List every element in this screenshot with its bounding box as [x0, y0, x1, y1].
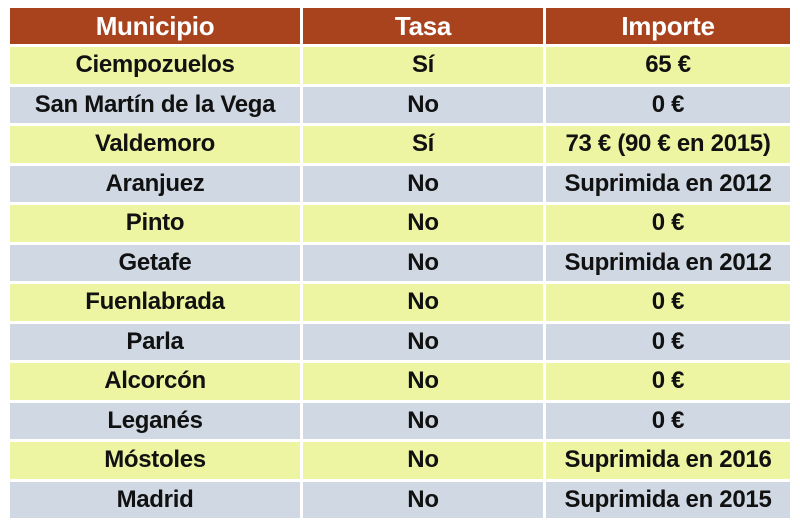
cell-municipio: Pinto — [10, 205, 300, 242]
cell-municipio: Fuenlabrada — [10, 284, 300, 321]
cell-tasa: No — [303, 165, 543, 202]
cell-tasa: No — [303, 363, 543, 400]
cell-importe: 0 € — [546, 86, 790, 123]
cell-importe: 0 € — [546, 323, 790, 360]
cell-tasa: No — [303, 205, 543, 242]
cell-tasa: No — [303, 323, 543, 360]
header-tasa: Tasa — [303, 8, 543, 44]
cell-municipio: Alcorcón — [10, 363, 300, 400]
cell-municipio: Getafe — [10, 244, 300, 281]
cell-importe: 0 € — [546, 205, 790, 242]
cell-municipio: Leganés — [10, 402, 300, 439]
cell-municipio: Valdemoro — [10, 126, 300, 163]
cell-municipio: Parla — [10, 323, 300, 360]
cell-tasa: No — [303, 284, 543, 321]
cell-tasa: Sí — [303, 47, 543, 84]
cell-tasa: Sí — [303, 126, 543, 163]
cell-importe: Suprimida en 2012 — [546, 165, 790, 202]
cell-municipio: Madrid — [10, 481, 300, 518]
cell-municipio: Ciempozuelos — [10, 47, 300, 84]
cell-municipio: San Martín de la Vega — [10, 86, 300, 123]
cell-tasa: No — [303, 244, 543, 281]
cell-importe: Suprimida en 2016 — [546, 442, 790, 479]
cell-importe: 0 € — [546, 363, 790, 400]
cell-importe: 0 € — [546, 402, 790, 439]
cell-municipio: Aranjuez — [10, 165, 300, 202]
cell-tasa: No — [303, 402, 543, 439]
cell-tasa: No — [303, 442, 543, 479]
cell-importe: Suprimida en 2015 — [546, 481, 790, 518]
cell-importe: Suprimida en 2012 — [546, 244, 790, 281]
cell-importe: 0 € — [546, 284, 790, 321]
tasa-table: Municipio Tasa Importe Ciempozuelos Sí 6… — [10, 8, 790, 518]
cell-importe: 73 € (90 € en 2015) — [546, 126, 790, 163]
cell-tasa: No — [303, 481, 543, 518]
header-municipio: Municipio — [10, 8, 300, 44]
header-importe: Importe — [546, 8, 790, 44]
cell-importe: 65 € — [546, 47, 790, 84]
cell-municipio: Móstoles — [10, 442, 300, 479]
cell-tasa: No — [303, 86, 543, 123]
